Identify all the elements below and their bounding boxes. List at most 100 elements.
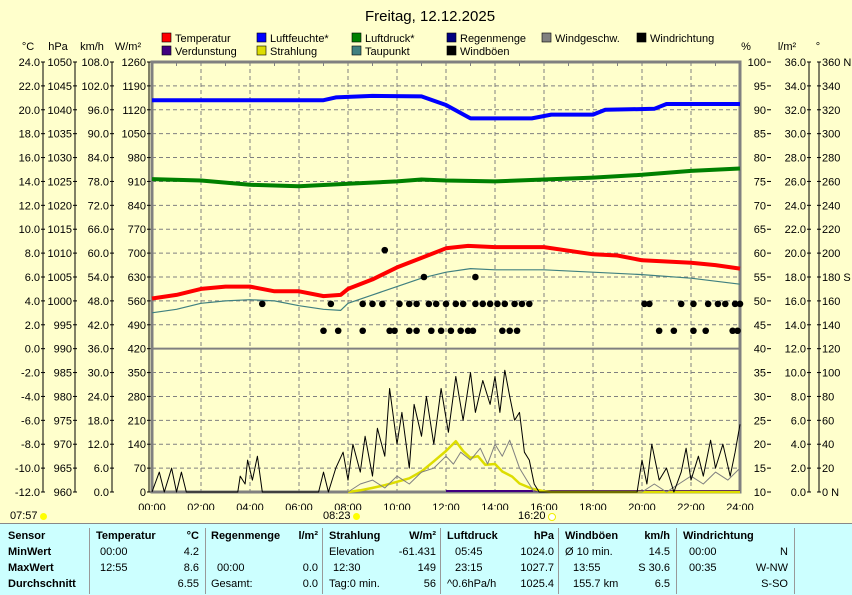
tick-label-hpa: 1000 [48, 296, 72, 308]
tick-label-kmh: 12.0 [88, 439, 109, 451]
tick-label-pct: 70 [754, 200, 766, 212]
tick-label-wm2: 700 [128, 248, 146, 260]
x-tick-label: 18:00 [579, 502, 607, 510]
x-tick-label: 08:00 [334, 502, 362, 510]
winddir-point [258, 300, 266, 308]
tick-label-kmh: 72.0 [88, 200, 109, 212]
tick-label-wm2: 910 [128, 176, 146, 188]
tick-label-c: -12.0 [15, 487, 40, 499]
winddir-point [334, 327, 342, 335]
legend-label: Taupunkt [365, 46, 410, 58]
tick-label-kmh: 48.0 [88, 296, 109, 308]
tick-label-c: -6.0 [21, 415, 40, 427]
legend-swatch [446, 32, 457, 43]
tick-label-kmh: 102.0 [81, 81, 109, 93]
winddir-point [432, 300, 440, 308]
tick-label-kmh: 6.0 [94, 463, 109, 475]
tick-label-c: 22.0 [19, 81, 40, 93]
rad-avg: 56 [423, 578, 436, 590]
tick-label-pct: 85 [754, 129, 766, 141]
tick-label-deg: 60 [822, 415, 834, 427]
tick-label-hpa: 1020 [48, 200, 72, 212]
tick-label-pct: 25 [754, 415, 766, 427]
winddir-point [494, 300, 501, 308]
winddir-point [690, 300, 697, 308]
winddir-point [506, 327, 513, 335]
tick-label-deg: 300 [822, 129, 840, 141]
tick-label-pct: 55 [754, 272, 766, 284]
winddir-point [729, 327, 736, 335]
legend-label: Windböen [460, 46, 510, 58]
col-pressure: Luftdruck hPa 05:45 1024.0 23:15 1027.7 ^0.… [441, 528, 559, 594]
tick-label-pct: 15 [754, 463, 766, 475]
legend-swatch [446, 45, 457, 56]
tick-label-wm2: 1190 [122, 81, 146, 93]
tick-label-hpa: 1050 [48, 57, 72, 69]
tick-label-hpa: 1025 [48, 176, 72, 188]
x-tick-label: 10:00 [383, 502, 411, 510]
axis-unit-hpa: hPa [48, 41, 68, 53]
tick-label-lm2: 10.0 [785, 368, 806, 380]
tick-label-kmh: 84.0 [88, 153, 109, 165]
tick-label-deg: 40 [822, 439, 834, 451]
col-gusts: Windböen km/h Ø 10 min. 14.5 13:55 S 30.6 1… [559, 528, 677, 594]
legend-swatch [161, 32, 172, 43]
gust-avg10-label: Ø 10 min. [565, 546, 613, 558]
tick-label-wm2: 560 [128, 296, 146, 308]
temp-max-time: 12:55 [100, 562, 128, 574]
tick-label-deg: 200 [822, 248, 840, 260]
legend-swatch [256, 32, 267, 43]
sunset-time: 16:20 [518, 510, 546, 522]
tick-label-kmh: 66.0 [88, 224, 109, 236]
press-min-time: 05:45 [455, 546, 483, 558]
humidity-line [152, 93, 740, 121]
winddir-point [391, 327, 398, 335]
tick-label-hpa: 1035 [48, 129, 72, 141]
tick-label-kmh: 96.0 [88, 105, 109, 117]
tick-label-c: 18.0 [19, 129, 40, 141]
rain-max: 0.0 [302, 562, 318, 574]
x-tick-label: 14:00 [481, 502, 509, 510]
gust-header: Windböen [565, 530, 619, 542]
winddir-point [428, 327, 435, 335]
temp-min: 4.2 [183, 546, 199, 558]
chart-title: Freitag, 12.12.2025 [365, 8, 495, 25]
gust-avg10: 14.5 [648, 546, 670, 558]
legend-swatch [351, 45, 362, 56]
temp-unit: °C [186, 530, 199, 542]
x-tick-label: 04:00 [236, 502, 264, 510]
tick-label-kmh: 18.0 [88, 415, 109, 427]
tick-label-deg: 160 [822, 296, 840, 308]
legend-label: Temperatur [175, 33, 231, 45]
tick-label-lm2: 36.0 [785, 57, 806, 69]
tick-label-lm2: 24.0 [785, 200, 806, 212]
x-tick-label: 16:00 [530, 502, 558, 510]
press-unit: hPa [533, 530, 554, 542]
winddir-point [722, 300, 729, 308]
tick-label-hpa: 975 [54, 415, 72, 427]
winddir-point [359, 327, 367, 335]
tick-label-lm2: 28.0 [785, 153, 806, 165]
winddir-point [437, 327, 445, 335]
tick-label-wm2: 350 [128, 368, 146, 380]
chart-svg: Freitag, 12.12.2025 Temperatur Luftfeucht… [15, 8, 851, 514]
gust-max-time: 13:55 [573, 562, 601, 574]
tick-label-wm2: 770 [128, 224, 146, 236]
tick-label-pct: 65 [754, 224, 766, 236]
label-min: MinWert [8, 546, 52, 558]
tick-label-kmh: 36.0 [88, 344, 109, 356]
tick-label-deg: 320 [822, 105, 840, 117]
press-trend: ^0.6hPa/h [447, 578, 497, 590]
tick-label-wm2: 0 [140, 487, 146, 499]
col-radiation: Strahlung W/m² Elevation -61.431 12:30 149 … [323, 528, 441, 594]
tick-label-kmh: 24.0 [88, 391, 109, 403]
winddir-point [457, 327, 465, 335]
winddir-point [513, 327, 521, 335]
gusts-line [151, 369, 741, 493]
tick-label-hpa: 990 [54, 344, 72, 356]
label-avg: Durchschnitt [8, 578, 76, 590]
winddir-point [379, 300, 386, 308]
winddir-point [646, 300, 653, 308]
winddir-point [677, 300, 685, 308]
winddir-point [369, 300, 376, 308]
